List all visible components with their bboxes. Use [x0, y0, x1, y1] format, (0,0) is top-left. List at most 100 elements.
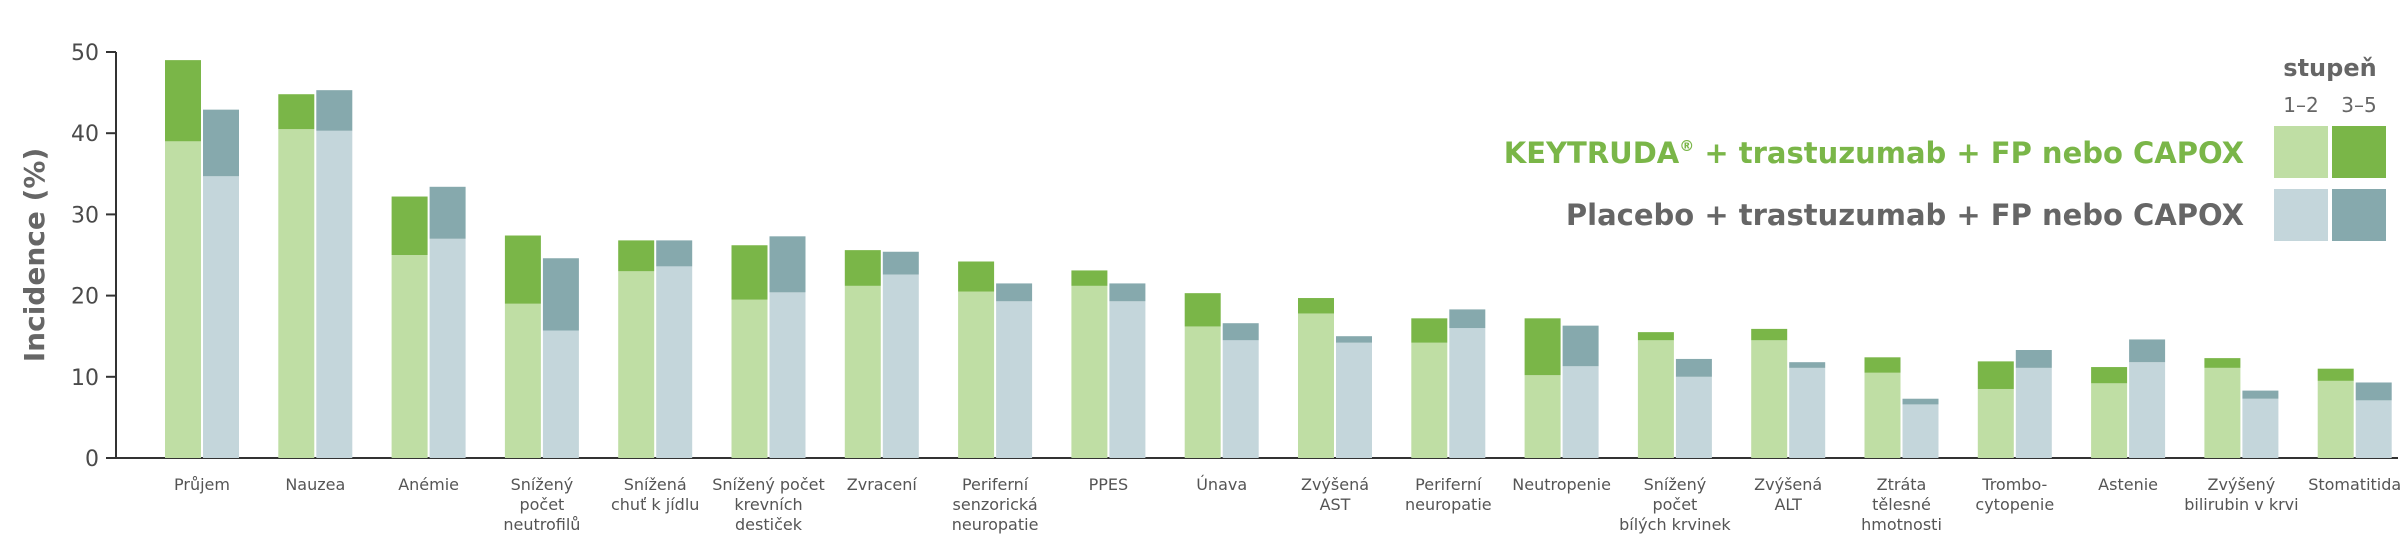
bar-keytruda-grade-1-2 [1298, 313, 1334, 458]
bar-placebo-grade-1-2 [203, 176, 239, 458]
bar-keytruda-grade-3-5 [278, 94, 315, 130]
bar-keytruda-grade-1-2 [2091, 383, 2128, 458]
x-category-label-line: Snížený [1644, 475, 1707, 494]
bar-keytruda-grade-1-2 [844, 285, 881, 458]
bar-placebo-grade-1-2 [2242, 398, 2279, 458]
x-category-label-line: Únava [1196, 475, 1247, 494]
bar-keytruda-grade-1-2 [1637, 340, 1674, 458]
bar-placebo-grade-3-5 [769, 236, 806, 293]
bar-keytruda-grade-3-5 [1977, 361, 2014, 389]
bar-keytruda-grade-1-2 [2317, 380, 2354, 458]
bar-placebo-grade-1-2 [769, 292, 806, 458]
x-category-label-line: chuť k jídlu [611, 495, 699, 514]
bar-placebo-grade-3-5 [542, 258, 579, 331]
bar-placebo-grade-1-2 [1789, 367, 1826, 458]
y-tick-label: 0 [85, 447, 99, 472]
x-category-label: Únava [1196, 475, 1247, 494]
x-category-label-line: hmotnosti [1861, 515, 1942, 534]
bar-placebo-grade-3-5 [429, 186, 466, 239]
bar-keytruda-grade-1-2 [1071, 285, 1108, 458]
legend: stupeň 1–2 3–5 KEYTRUDA® + trastuzumab +… [1504, 54, 2386, 241]
bar-keytruda-grade-1-2 [278, 129, 315, 458]
bar-placebo-grade-1-2 [1675, 376, 1712, 458]
bar-placebo-grade-1-2 [1902, 404, 1939, 458]
x-category-label-line: Zvýšený [2208, 475, 2276, 494]
x-category-label: PPES [1089, 475, 1129, 494]
bar-placebo-grade-3-5 [2129, 339, 2166, 363]
x-category-label-line: Ztráta [1877, 475, 1927, 494]
legend-label-keytruda-rest: + trastuzumab + FP nebo CAPOX [1694, 136, 2244, 170]
bar-keytruda-grade-1-2 [1411, 342, 1448, 458]
x-category-label: Periferní neuropatie [1405, 475, 1492, 514]
category-labels: Průjem Nauzea Anémie Snížený počet neutrofilů… [174, 475, 2400, 534]
bar-placebo-grade-1-2 [1109, 301, 1146, 458]
bar-placebo-grade-1-2 [316, 130, 353, 458]
bar-keytruda-grade-1-2 [1184, 326, 1221, 458]
x-category-label: Anémie [398, 475, 459, 494]
y-tick-label: 50 [71, 41, 99, 66]
bar-keytruda-grade-1-2 [1524, 375, 1561, 458]
bar-placebo-grade-3-5 [1562, 325, 1599, 367]
bar-keytruda-grade-3-5 [1864, 357, 1901, 373]
bar-placebo-grade-3-5 [1336, 336, 1372, 343]
bar-placebo-grade-3-5 [882, 251, 919, 275]
bar-keytruda-grade-3-5 [958, 261, 995, 292]
x-category-label-line: Trombo- [1981, 475, 2047, 494]
bar-placebo-grade-1-2 [1449, 328, 1486, 458]
bar-placebo-grade-1-2 [2355, 400, 2392, 458]
x-category-label: Snížený počet bílých krvinek [1619, 475, 1731, 534]
x-category-label: Zvýšený bilirubin v krvi [2184, 475, 2298, 514]
x-category-label: Snížená chuť k jídlu [611, 475, 699, 514]
bar-placebo-grade-3-5 [2015, 350, 2052, 368]
bar-placebo-grade-3-5 [1222, 323, 1259, 341]
bar-placebo-grade-3-5 [2242, 390, 2279, 399]
x-category-label-line: počet [519, 495, 564, 514]
x-category-label-line: senzorická [953, 495, 1038, 514]
x-category-label-line: Zvracení [847, 475, 918, 494]
bar-placebo-grade-1-2 [1222, 340, 1259, 458]
legend-grade-low: 1–2 [2283, 93, 2318, 117]
x-category-label-line: Zvýšená [1754, 475, 1822, 494]
x-category-label-line: neuropatie [1405, 495, 1492, 514]
bar-keytruda-grade-3-5 [1184, 293, 1221, 327]
bar-keytruda-grade-1-2 [2204, 367, 2241, 458]
x-category-label-line: neutrofilů [503, 515, 580, 534]
bar-keytruda-grade-3-5 [2317, 368, 2354, 381]
bar-keytruda-grade-3-5 [504, 235, 541, 304]
bar-placebo-grade-3-5 [996, 283, 1033, 302]
x-category-label: Snížený počet krevních destiček [712, 475, 825, 534]
bar-placebo-grade-1-2 [2015, 367, 2052, 458]
x-category-label-line: tělesné [1872, 495, 1931, 514]
legend-swatch-keytruda-grade-1-2 [2274, 126, 2328, 178]
bar-keytruda-grade-1-2 [958, 291, 995, 458]
bar-keytruda-grade-3-5 [391, 196, 428, 255]
legend-grade-high: 3–5 [2341, 93, 2376, 117]
bar-placebo-grade-1-2 [2129, 362, 2166, 458]
x-category-label-line: Astenie [2098, 475, 2158, 494]
bar-keytruda-grade-3-5 [2091, 367, 2128, 384]
bar-placebo-grade-1-2 [996, 301, 1033, 458]
x-category-label: Zvracení [847, 475, 918, 494]
bar-placebo-grade-3-5 [656, 240, 693, 267]
x-category-label-line: destiček [735, 515, 803, 534]
x-category-label: Periferní senzorická neuropatie [952, 475, 1039, 534]
bar-keytruda-grade-3-5 [1751, 328, 1788, 341]
bar-keytruda-grade-1-2 [618, 271, 655, 458]
x-category-label-line: Snížený [511, 475, 574, 494]
bar-keytruda-grade-3-5 [1524, 318, 1561, 376]
y-ticks: 0 10 20 30 40 50 [71, 41, 116, 472]
x-category-label-line: cytopenie [1975, 495, 2054, 514]
x-category-label: Nauzea [285, 475, 345, 494]
x-category-label-line: PPES [1089, 475, 1129, 494]
x-category-label-line: Snížený počet [712, 475, 825, 494]
bar-keytruda-grade-3-5 [1637, 332, 1674, 341]
x-category-label: Ztráta tělesné hmotnosti [1861, 475, 1942, 534]
bar-placebo-grade-1-2 [429, 238, 466, 458]
bar-keytruda-grade-1-2 [1864, 372, 1901, 458]
legend-swatch-placebo-grade-3-5 [2332, 189, 2386, 241]
bar-placebo-grade-1-2 [656, 266, 693, 458]
x-category-label-line: Periferní [962, 475, 1029, 494]
x-category-label: Neutropenie [1512, 475, 1611, 494]
bar-placebo-grade-3-5 [1109, 283, 1146, 302]
